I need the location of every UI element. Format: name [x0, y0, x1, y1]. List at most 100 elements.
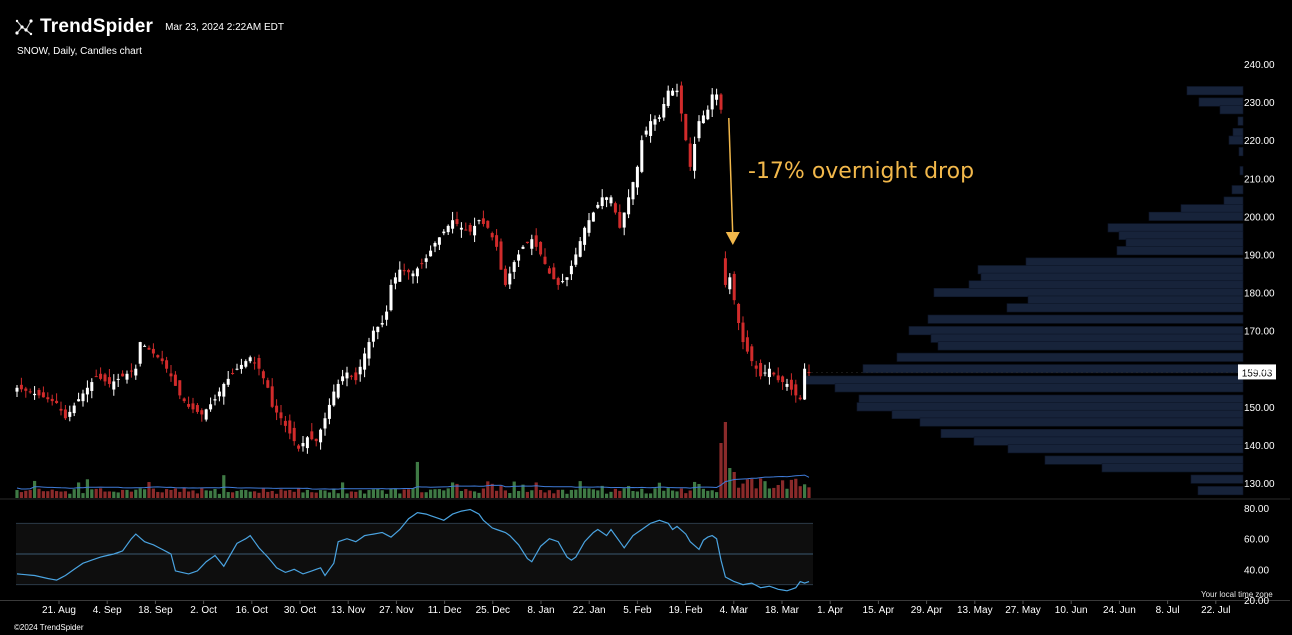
- volume-profile-bar: [1190, 474, 1244, 484]
- panel-separators: [0, 498, 1290, 601]
- candle-body: [464, 229, 468, 231]
- candle-body: [209, 404, 213, 410]
- annotation: -17% overnight drop: [725, 117, 974, 245]
- candle-body: [402, 270, 406, 272]
- volume-bar: [239, 489, 243, 498]
- candle-body: [195, 405, 199, 412]
- candle-body: [231, 372, 235, 374]
- time-tick-label: 19. Feb: [669, 605, 703, 616]
- candle-body: [468, 225, 472, 232]
- volume-bar: [310, 492, 314, 498]
- candle-body: [547, 268, 551, 274]
- candle-body: [415, 268, 419, 277]
- candle-body: [121, 373, 125, 377]
- volume-profile-bar: [1180, 204, 1244, 214]
- volume-bar: [464, 489, 468, 498]
- candle-body: [107, 377, 111, 384]
- candle-body: [173, 374, 177, 386]
- volume-bar: [688, 490, 692, 498]
- volume-profile-bar: [1116, 246, 1244, 256]
- candle-body: [508, 273, 512, 285]
- annotation-arrowhead: [725, 232, 740, 245]
- candle-body: [640, 140, 644, 172]
- volume-bar: [627, 485, 631, 498]
- volume-profile-bar: [1198, 97, 1244, 107]
- volume-bar: [631, 490, 635, 498]
- time-tick-label: 13. Nov: [331, 605, 365, 616]
- candle-body: [776, 375, 780, 381]
- candle-body: [59, 408, 63, 411]
- candle-body: [99, 373, 103, 379]
- candle-body: [336, 383, 340, 398]
- volume-bar: [336, 493, 340, 498]
- volume-bar: [292, 491, 296, 498]
- candle-body: [794, 384, 798, 396]
- candle-body: [631, 182, 635, 200]
- volume-bar: [59, 491, 63, 498]
- candle-body: [798, 397, 802, 400]
- volume-bar: [486, 481, 490, 498]
- candle-body: [288, 420, 292, 434]
- volume-bar: [684, 493, 688, 498]
- candle-body: [565, 277, 569, 280]
- volume-bar: [37, 488, 41, 498]
- volume-profile-bar: [933, 288, 1244, 298]
- time-tick-label: 2. Oct: [190, 605, 217, 616]
- volume-profile-bar: [968, 280, 1244, 290]
- volume-profile-bar: [1118, 230, 1244, 240]
- candle-body: [622, 212, 626, 228]
- rsi-tick-label: 60.00: [1244, 535, 1269, 546]
- candle-body: [767, 368, 771, 378]
- volume-profile-bar: [1197, 486, 1244, 496]
- volume-bar: [55, 491, 59, 498]
- chart-subtitle: SNOW, Daily, Candles chart: [17, 46, 142, 57]
- candle-body: [314, 438, 318, 442]
- volume-bar: [503, 490, 507, 498]
- volume-bar: [759, 478, 763, 498]
- volume-profile-bar: [1025, 257, 1244, 267]
- volume-profile-bar: [1044, 455, 1244, 465]
- volume-bar: [46, 491, 50, 498]
- candle-body: [319, 429, 323, 443]
- volume-bar: [697, 483, 701, 498]
- candle-body: [512, 262, 516, 272]
- candle-body: [389, 284, 393, 311]
- candle-body: [530, 239, 534, 249]
- volume-bar: [587, 488, 591, 498]
- candle-body: [261, 371, 265, 379]
- volume-bar: [244, 490, 248, 498]
- candle-body: [534, 235, 538, 247]
- candle-body: [543, 256, 547, 264]
- volume-bar: [750, 478, 754, 498]
- candle-body: [723, 258, 727, 285]
- candle-body: [446, 225, 450, 233]
- volume-bar: [754, 488, 758, 498]
- volume-bar: [15, 490, 19, 498]
- timestamp: Mar 23, 2024 2:22AM EDT: [165, 21, 285, 33]
- candle-body: [662, 103, 666, 118]
- candle-body: [178, 380, 182, 396]
- time-tick-label: 29. Apr: [911, 605, 943, 616]
- volume-bar: [314, 492, 318, 498]
- volume-bar: [781, 480, 785, 498]
- volume-bar: [389, 488, 393, 498]
- timezone-label[interactable]: Your local time zone: [1201, 590, 1273, 599]
- volume-profile-bar: [1219, 105, 1244, 115]
- candle-body: [204, 409, 208, 420]
- price-tick-label: 190.00: [1244, 250, 1275, 261]
- volume-bar: [63, 491, 67, 498]
- volume-profile-bar: [937, 341, 1244, 351]
- volume-bar: [794, 478, 798, 498]
- volume-bar: [772, 487, 776, 498]
- last-price-label: 159.03: [1242, 368, 1273, 379]
- candle-body: [618, 211, 622, 228]
- candle-body: [684, 113, 688, 141]
- volume-bar: [451, 482, 455, 498]
- candle-body: [644, 130, 648, 135]
- volume-bar: [468, 490, 472, 498]
- volume-bar: [543, 492, 547, 498]
- volume-profile-bar: [1125, 238, 1244, 248]
- trendspider-logo-icon: [15, 19, 33, 36]
- volume-bar: [376, 488, 380, 498]
